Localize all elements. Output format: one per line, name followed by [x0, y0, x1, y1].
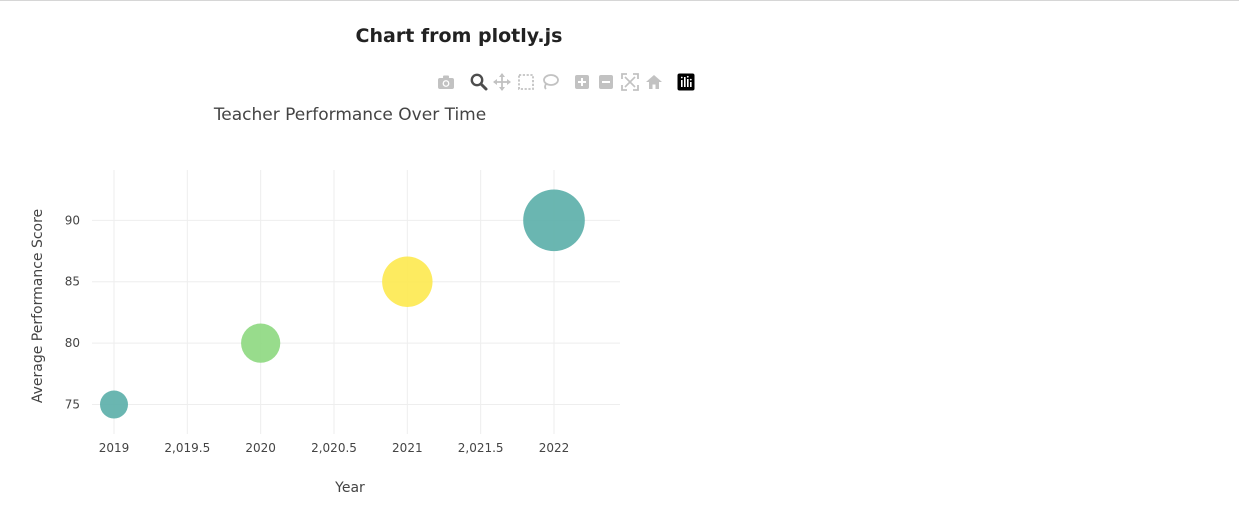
zoom-icon: [470, 73, 488, 91]
reset-axes-icon: [646, 75, 662, 89]
zoom-in-button[interactable]: [572, 72, 592, 92]
pan-icon: [493, 73, 511, 91]
zoom-button[interactable]: [469, 72, 489, 92]
zoom-out-button[interactable]: [596, 72, 616, 92]
y-tick-label: 90: [65, 213, 80, 227]
scatter-point[interactable]: [100, 390, 128, 419]
scatter-point[interactable]: [382, 256, 433, 307]
autoscale-icon: [621, 73, 639, 91]
lasso-select-icon: [543, 74, 559, 90]
x-tick-label: 2,019.5: [164, 441, 210, 455]
pan-button[interactable]: [492, 72, 512, 92]
points-layer[interactable]: [100, 189, 585, 419]
x-tick-label: 2020: [245, 441, 276, 455]
top-divider: [0, 0, 1239, 1]
x-axis-title: Year: [334, 480, 365, 496]
ticks-layer: 2019 2,019.5 2020 2,020.5 2021 2,021.5 2022 75 8…: [65, 213, 570, 455]
y-tick-label: 80: [65, 336, 80, 350]
box-select-icon: [518, 74, 534, 90]
reset-axes-button[interactable]: [644, 72, 664, 92]
chart-title: Teacher Performance Over Time: [213, 105, 486, 125]
x-tick-label: 2019: [99, 441, 130, 455]
x-tick-label: 2021: [392, 441, 423, 455]
lasso-select-button[interactable]: [540, 72, 560, 92]
camera-icon: [438, 75, 454, 89]
y-tick-label: 85: [65, 275, 80, 289]
page-heading: Chart from plotly.js: [355, 25, 563, 47]
y-axis-title: Average Performance Score: [30, 209, 46, 403]
x-tick-label: 2,021.5: [458, 441, 504, 455]
y-tick-label: 75: [65, 398, 80, 412]
modebar: [436, 72, 698, 92]
x-tick-label: 2,020.5: [311, 441, 357, 455]
plotly-logo-link[interactable]: [676, 72, 696, 92]
zoom-in-icon: [575, 75, 589, 89]
scatter-point[interactable]: [523, 189, 585, 252]
x-tick-label: 2022: [539, 441, 570, 455]
zoom-out-icon: [599, 75, 613, 89]
scatter-point[interactable]: [241, 323, 281, 363]
autoscale-button[interactable]: [620, 72, 640, 92]
plotly-logo-icon: [677, 73, 695, 91]
download-plot-button[interactable]: [436, 72, 456, 92]
box-select-button[interactable]: [516, 72, 536, 92]
